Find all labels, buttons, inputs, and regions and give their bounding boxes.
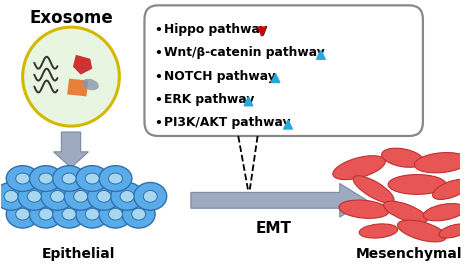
Ellipse shape: [6, 200, 39, 228]
Text: EMT: EMT: [256, 221, 292, 236]
Ellipse shape: [18, 183, 51, 210]
Ellipse shape: [333, 156, 385, 180]
Ellipse shape: [53, 200, 85, 228]
Polygon shape: [284, 120, 292, 129]
Polygon shape: [191, 184, 367, 217]
Ellipse shape: [87, 183, 120, 210]
Ellipse shape: [50, 191, 64, 202]
Text: •: •: [154, 24, 162, 37]
Ellipse shape: [62, 208, 76, 220]
Ellipse shape: [398, 220, 447, 242]
Ellipse shape: [76, 200, 109, 228]
Ellipse shape: [39, 208, 53, 220]
Polygon shape: [73, 55, 92, 75]
Text: Wnt/β-catenin pathway: Wnt/β-catenin pathway: [164, 46, 325, 59]
Ellipse shape: [0, 183, 27, 210]
FancyBboxPatch shape: [145, 5, 423, 136]
Ellipse shape: [82, 79, 99, 90]
Text: •: •: [154, 94, 162, 107]
Ellipse shape: [6, 166, 39, 191]
Ellipse shape: [143, 191, 157, 202]
Ellipse shape: [41, 183, 74, 210]
Ellipse shape: [359, 224, 398, 238]
Text: Epithelial: Epithelial: [42, 247, 116, 261]
Ellipse shape: [53, 166, 85, 191]
Ellipse shape: [97, 191, 111, 202]
Ellipse shape: [109, 208, 122, 220]
Ellipse shape: [109, 173, 122, 184]
Text: Mesenchymal: Mesenchymal: [356, 247, 463, 261]
Text: Hippo pathway: Hippo pathway: [164, 23, 267, 36]
Text: NOTCH pathway: NOTCH pathway: [164, 70, 275, 83]
Ellipse shape: [76, 166, 109, 191]
Ellipse shape: [382, 148, 424, 167]
Ellipse shape: [85, 208, 99, 220]
Polygon shape: [317, 50, 325, 59]
Polygon shape: [257, 27, 266, 36]
Ellipse shape: [122, 200, 155, 228]
Ellipse shape: [99, 200, 132, 228]
Ellipse shape: [27, 191, 41, 202]
Ellipse shape: [414, 152, 468, 173]
Ellipse shape: [16, 173, 30, 184]
Ellipse shape: [110, 183, 144, 210]
Ellipse shape: [439, 224, 469, 238]
Text: •: •: [154, 47, 162, 60]
Ellipse shape: [64, 183, 97, 210]
Polygon shape: [271, 74, 280, 83]
Polygon shape: [54, 132, 89, 168]
Ellipse shape: [16, 208, 30, 220]
Ellipse shape: [339, 200, 389, 218]
Text: •: •: [154, 117, 162, 130]
Ellipse shape: [73, 191, 88, 202]
Ellipse shape: [29, 166, 62, 191]
Ellipse shape: [383, 201, 428, 223]
Ellipse shape: [423, 203, 465, 221]
Ellipse shape: [132, 208, 146, 220]
Ellipse shape: [62, 173, 76, 184]
Text: PI3K/AKT pathway: PI3K/AKT pathway: [164, 116, 290, 129]
Polygon shape: [244, 97, 253, 106]
Ellipse shape: [353, 176, 394, 203]
Ellipse shape: [29, 200, 62, 228]
Polygon shape: [67, 79, 89, 96]
Ellipse shape: [120, 191, 134, 202]
Ellipse shape: [134, 183, 167, 210]
Ellipse shape: [39, 173, 53, 184]
Text: •: •: [154, 71, 162, 84]
Ellipse shape: [388, 174, 446, 194]
Ellipse shape: [85, 173, 99, 184]
Ellipse shape: [99, 166, 132, 191]
Circle shape: [23, 27, 119, 126]
Ellipse shape: [433, 179, 469, 199]
Text: ERK pathway: ERK pathway: [164, 93, 254, 106]
Text: Exosome: Exosome: [29, 9, 113, 27]
Ellipse shape: [4, 191, 18, 202]
